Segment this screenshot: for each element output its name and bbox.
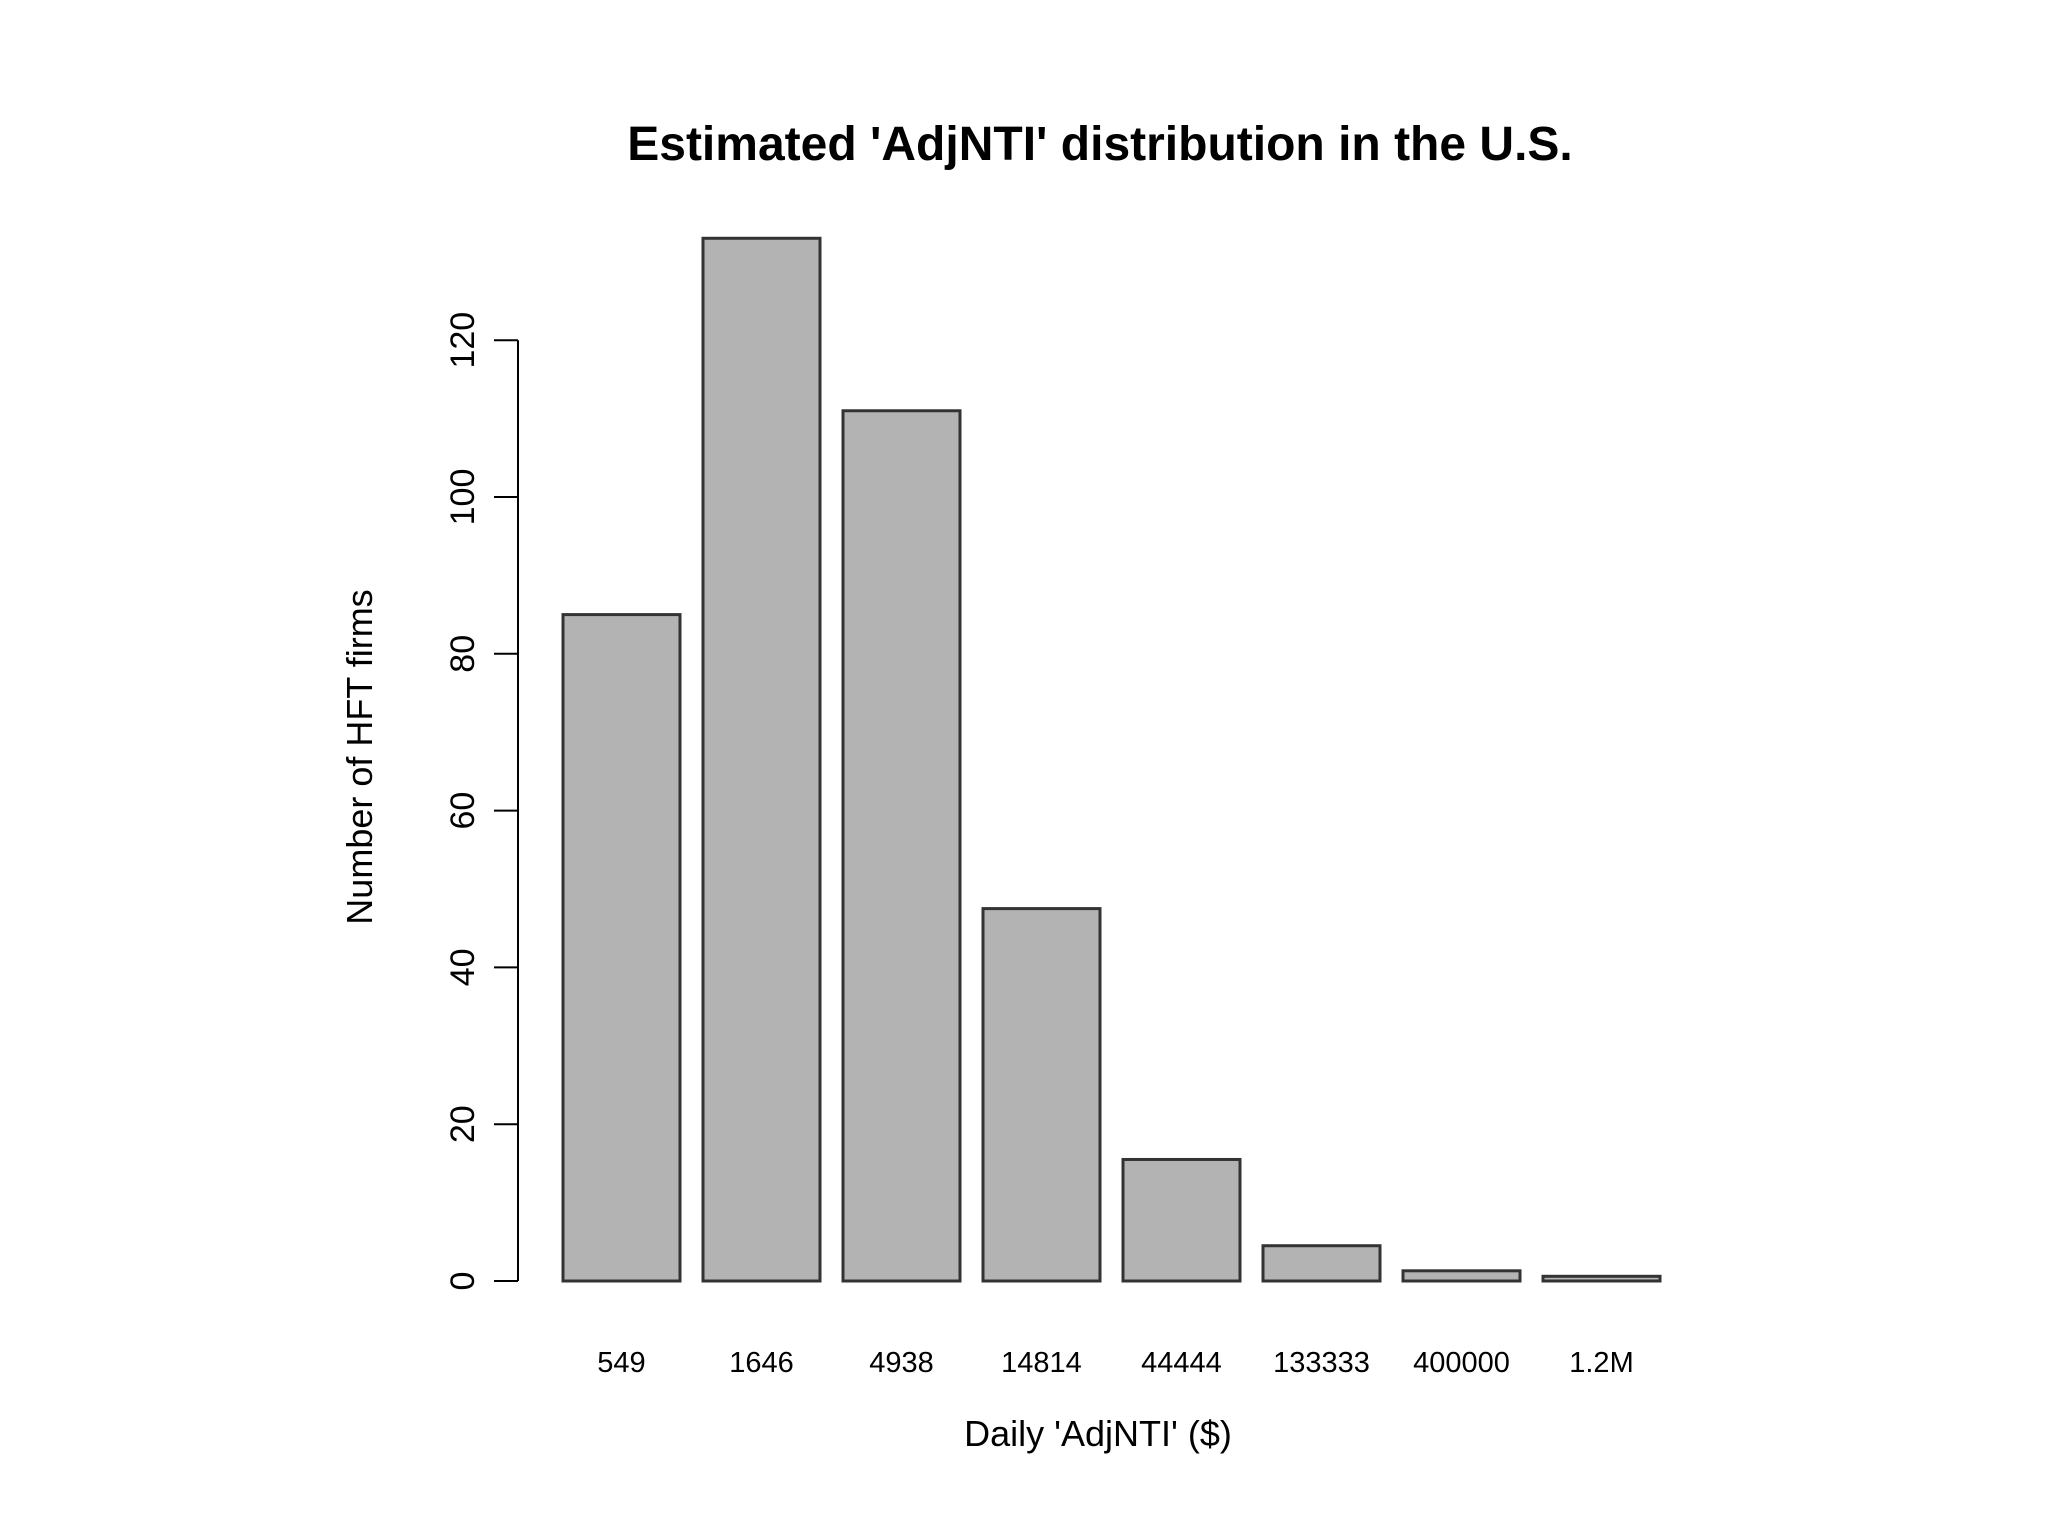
chart-title: Estimated 'AdjNTI' distribution in the U… xyxy=(627,118,1573,171)
x-axis-label: Daily 'AdjNTI' ($) xyxy=(964,1413,1232,1454)
x-tick-label-44444: 44444 xyxy=(1141,1347,1222,1379)
bar-133333 xyxy=(1261,1244,1382,1283)
y-tick-label-60: 60 xyxy=(444,792,482,830)
bar-1.2M xyxy=(1541,1274,1662,1283)
x-tick-label-1646: 1646 xyxy=(729,1347,794,1379)
bar-400000 xyxy=(1401,1269,1522,1283)
y-tick-label-80: 80 xyxy=(444,635,482,673)
y-axis-label: Number of HFT firms xyxy=(339,589,380,924)
y-tick-label-0: 0 xyxy=(444,1272,482,1291)
bar-14814 xyxy=(981,907,1102,1283)
y-tick-label-120: 120 xyxy=(444,312,482,369)
x-tick-label-133333: 133333 xyxy=(1273,1347,1370,1379)
x-tick-label-4938: 4938 xyxy=(869,1347,934,1379)
bars-group xyxy=(561,236,1662,1283)
bar-549 xyxy=(561,613,682,1283)
x-tick-labels: 549 1646 4938 14814 44444 133333 400000 1.2M xyxy=(597,1347,1633,1379)
y-tick-label-20: 20 xyxy=(444,1105,482,1143)
x-tick-label-1.2M: 1.2M xyxy=(1569,1347,1633,1379)
y-tick-label-40: 40 xyxy=(444,948,482,986)
x-tick-label-400000: 400000 xyxy=(1413,1347,1510,1379)
x-tick-label-14814: 14814 xyxy=(1001,1347,1082,1379)
x-tick-label-549: 549 xyxy=(597,1347,645,1379)
bar-1646 xyxy=(701,236,822,1283)
y-axis: 0 20 40 60 80 100 120 xyxy=(444,312,519,1291)
bar-4938 xyxy=(841,409,962,1283)
bar-44444 xyxy=(1121,1157,1242,1283)
y-tick-label-100: 100 xyxy=(444,469,482,526)
